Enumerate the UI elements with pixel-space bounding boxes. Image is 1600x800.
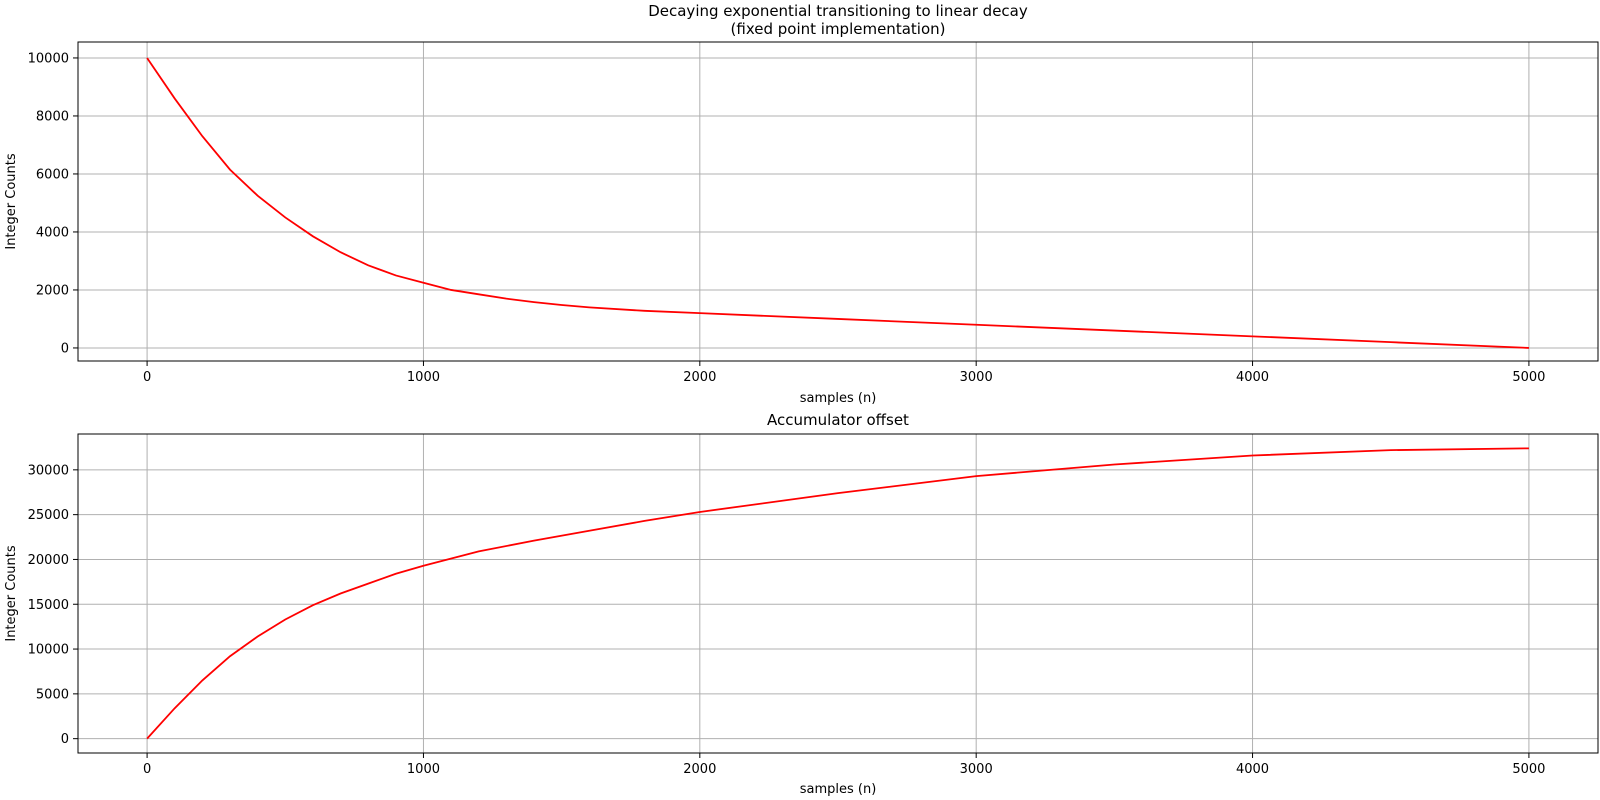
y-tick-label: 30000 bbox=[28, 463, 69, 478]
y-tick-label: 10000 bbox=[28, 643, 69, 658]
x-tick-label: 2000 bbox=[683, 762, 716, 777]
y-tick-label: 10000 bbox=[28, 51, 69, 66]
y-tick-label: 0 bbox=[61, 341, 69, 356]
series-line bbox=[146, 447, 1529, 740]
x-tick-label: 5000 bbox=[1512, 762, 1545, 777]
x-tick-label: 4000 bbox=[1236, 762, 1269, 777]
x-tick-label: 3000 bbox=[960, 762, 993, 777]
exponential-decay-chart: 0 1000 2000 3000 4000 5000 0 2000 4000 6000 8000 10… bbox=[4, 2, 1599, 406]
y-tick-label: 2000 bbox=[36, 283, 69, 298]
y-tick-label: 8000 bbox=[36, 109, 69, 124]
chart-subtitle: (fixed point implementation) bbox=[731, 20, 946, 38]
x-tick-label: 0 bbox=[143, 762, 151, 777]
x-tick-label: 0 bbox=[143, 370, 151, 385]
series-line bbox=[146, 57, 1529, 349]
y-tick-label: 6000 bbox=[36, 167, 69, 182]
y-tick-label: 5000 bbox=[36, 687, 69, 702]
x-tick-label: 4000 bbox=[1236, 370, 1269, 385]
chart-title: Accumulator offset bbox=[767, 411, 909, 429]
plot-area-frame bbox=[77, 433, 1599, 754]
y-tick-label: 0 bbox=[61, 732, 69, 747]
x-tick-label: 5000 bbox=[1512, 370, 1545, 385]
chart-title: Decaying exponential transitioning to li… bbox=[648, 2, 1028, 20]
x-tick-label: 2000 bbox=[683, 370, 716, 385]
x-tick-label: 1000 bbox=[407, 762, 440, 777]
accumulator-offset-chart: 0 1000 2000 3000 4000 5000 0 5000 10000 15000 2000… bbox=[4, 411, 1599, 797]
y-tick-label: 15000 bbox=[28, 598, 69, 613]
y-tick-label: 25000 bbox=[28, 508, 69, 523]
x-axis-label: samples (n) bbox=[800, 391, 877, 406]
y-tick-label: 4000 bbox=[36, 225, 69, 240]
x-tick-label: 3000 bbox=[960, 370, 993, 385]
x-tick-label: 1000 bbox=[407, 370, 440, 385]
y-tick-label: 20000 bbox=[28, 553, 69, 568]
x-axis-label: samples (n) bbox=[800, 782, 877, 797]
y-axis-label: Integer Counts bbox=[4, 545, 19, 642]
plot-area-frame bbox=[77, 41, 1599, 362]
y-axis-label: Integer Counts bbox=[4, 153, 19, 250]
